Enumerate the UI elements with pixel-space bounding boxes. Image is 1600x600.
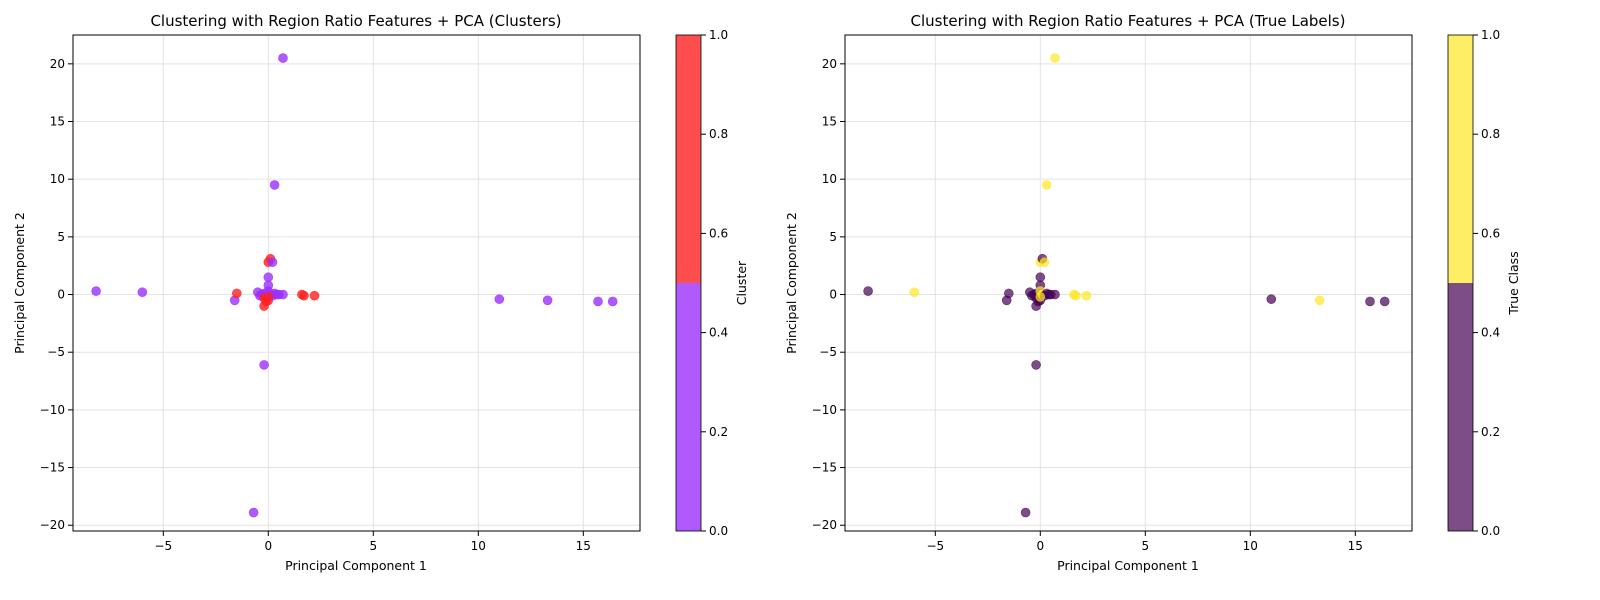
colorbar-tick-label: 1.0	[1481, 28, 1500, 42]
data-point	[1035, 292, 1046, 302]
axis-ticks: −5 0 5 10 15 −20 −15 −10 −5 0 5 10 15 20	[40, 57, 591, 553]
x-axis-label: Principal Component 1	[285, 558, 427, 573]
y-tick-label: 5	[57, 230, 65, 244]
y-tick-label: −15	[40, 461, 65, 475]
x-axis-label: Principal Component 1	[1057, 558, 1199, 573]
y-axis-label: Principal Component 2	[784, 212, 799, 354]
data-point	[1050, 53, 1060, 63]
y-tick-label: 15	[50, 115, 65, 129]
colorbar-tick-label: 0.0	[709, 524, 728, 538]
data-point	[1031, 360, 1041, 370]
axis-ticks: −5 0 5 10 15 −20 −15 −10 −5 0 5 10 15 20	[812, 57, 1363, 553]
colorbar-tick-label: 0.8	[1481, 127, 1500, 141]
data-point	[1039, 257, 1050, 268]
x-tick-label: 15	[576, 539, 591, 553]
data-point	[1020, 507, 1031, 518]
y-tick-label: 20	[822, 57, 837, 71]
x-tick-label: −5	[154, 539, 172, 553]
data-point	[248, 507, 259, 518]
chart-title: Clustering with Region Ratio Features + …	[911, 12, 1346, 30]
colorbar-bar	[1447, 34, 1474, 532]
x-tick-label: 10	[1243, 539, 1258, 553]
y-tick-label: −15	[812, 461, 837, 475]
grid	[845, 35, 1412, 531]
y-tick-label: −5	[47, 345, 65, 359]
y-tick-label: 15	[822, 115, 837, 129]
y-tick-label: −20	[812, 518, 837, 532]
data-point	[91, 286, 101, 296]
data-point	[278, 53, 288, 63]
colorbar-tick-label: 0.4	[709, 326, 728, 340]
y-tick-label: 10	[50, 172, 65, 186]
colorbar-label: True Class	[1506, 251, 1521, 315]
scatter-points	[91, 53, 618, 518]
data-point	[1035, 272, 1046, 283]
colorbar-tick-label: 1.0	[709, 28, 728, 42]
data-point	[263, 272, 274, 283]
x-tick-label: 5	[369, 539, 377, 553]
data-point	[137, 287, 148, 298]
data-point	[542, 295, 553, 306]
colorbar-tick-label: 0.2	[709, 425, 728, 439]
data-point	[593, 296, 603, 307]
colorbar-ticks: 0.0 0.2 0.4 0.6 0.8 1.0	[701, 28, 728, 538]
data-point	[1041, 180, 1052, 190]
data-point	[607, 296, 618, 307]
data-point	[232, 288, 242, 299]
colorbar-ticks: 0.0 0.2 0.4 0.6 0.8 1.0	[1473, 28, 1500, 538]
data-point	[259, 360, 269, 370]
plot-frame	[844, 34, 1413, 532]
x-tick-label: 0	[264, 539, 272, 553]
y-tick-label: 0	[829, 288, 837, 302]
data-point	[1365, 296, 1375, 307]
y-tick-label: −20	[40, 518, 65, 532]
data-point	[309, 290, 320, 301]
data-point	[1003, 288, 1014, 299]
x-tick-label: 5	[1141, 539, 1149, 553]
data-point	[1379, 296, 1390, 307]
data-point	[278, 289, 288, 300]
plot-frame	[72, 34, 641, 532]
colorbar: 0.0 0.2 0.4 0.6 0.8 1.0 Cluster	[675, 28, 749, 538]
y-axis-label: Principal Component 2	[12, 212, 27, 354]
x-tick-label: −5	[926, 539, 944, 553]
colorbar-tick-label: 0.2	[1481, 425, 1500, 439]
y-tick-label: 10	[822, 172, 837, 186]
chart-clusters: Clustering with Region Ratio Features + …	[12, 12, 749, 573]
colorbar-bar	[675, 34, 702, 532]
colorbar: 0.0 0.2 0.4 0.6 0.8 1.0 True Class	[1447, 28, 1521, 538]
y-tick-label: 20	[50, 57, 65, 71]
data-point	[269, 180, 280, 190]
data-point	[494, 294, 505, 304]
y-tick-label: −10	[812, 403, 837, 417]
data-point	[1050, 289, 1060, 300]
data-point	[1266, 294, 1277, 304]
colorbar-tick-label: 0.4	[1481, 326, 1500, 340]
colorbar-tick-label: 0.6	[1481, 226, 1500, 240]
x-tick-label: 10	[471, 539, 486, 553]
y-tick-label: 0	[57, 288, 65, 302]
colorbar-tick-label: 0.8	[709, 127, 728, 141]
colorbar-tick-label: 0.6	[709, 226, 728, 240]
data-point	[299, 290, 309, 301]
x-tick-label: 15	[1348, 539, 1363, 553]
data-point	[909, 287, 920, 298]
y-tick-label: 5	[829, 230, 837, 244]
y-tick-label: −10	[40, 403, 65, 417]
data-point	[1071, 290, 1081, 301]
scatter-points	[863, 53, 1390, 518]
data-point	[1081, 290, 1092, 301]
chart-true-labels: Clustering with Region Ratio Features + …	[784, 12, 1521, 573]
grid	[73, 35, 640, 531]
colorbar-tick-label: 0.0	[1481, 524, 1500, 538]
data-point	[1314, 295, 1325, 306]
data-point	[267, 257, 278, 268]
y-tick-label: −5	[819, 345, 837, 359]
colorbar-label: Cluster	[734, 260, 749, 305]
x-tick-label: 0	[1036, 539, 1044, 553]
chart-title: Clustering with Region Ratio Features + …	[150, 12, 561, 30]
data-point	[863, 286, 873, 296]
data-point	[263, 292, 274, 302]
